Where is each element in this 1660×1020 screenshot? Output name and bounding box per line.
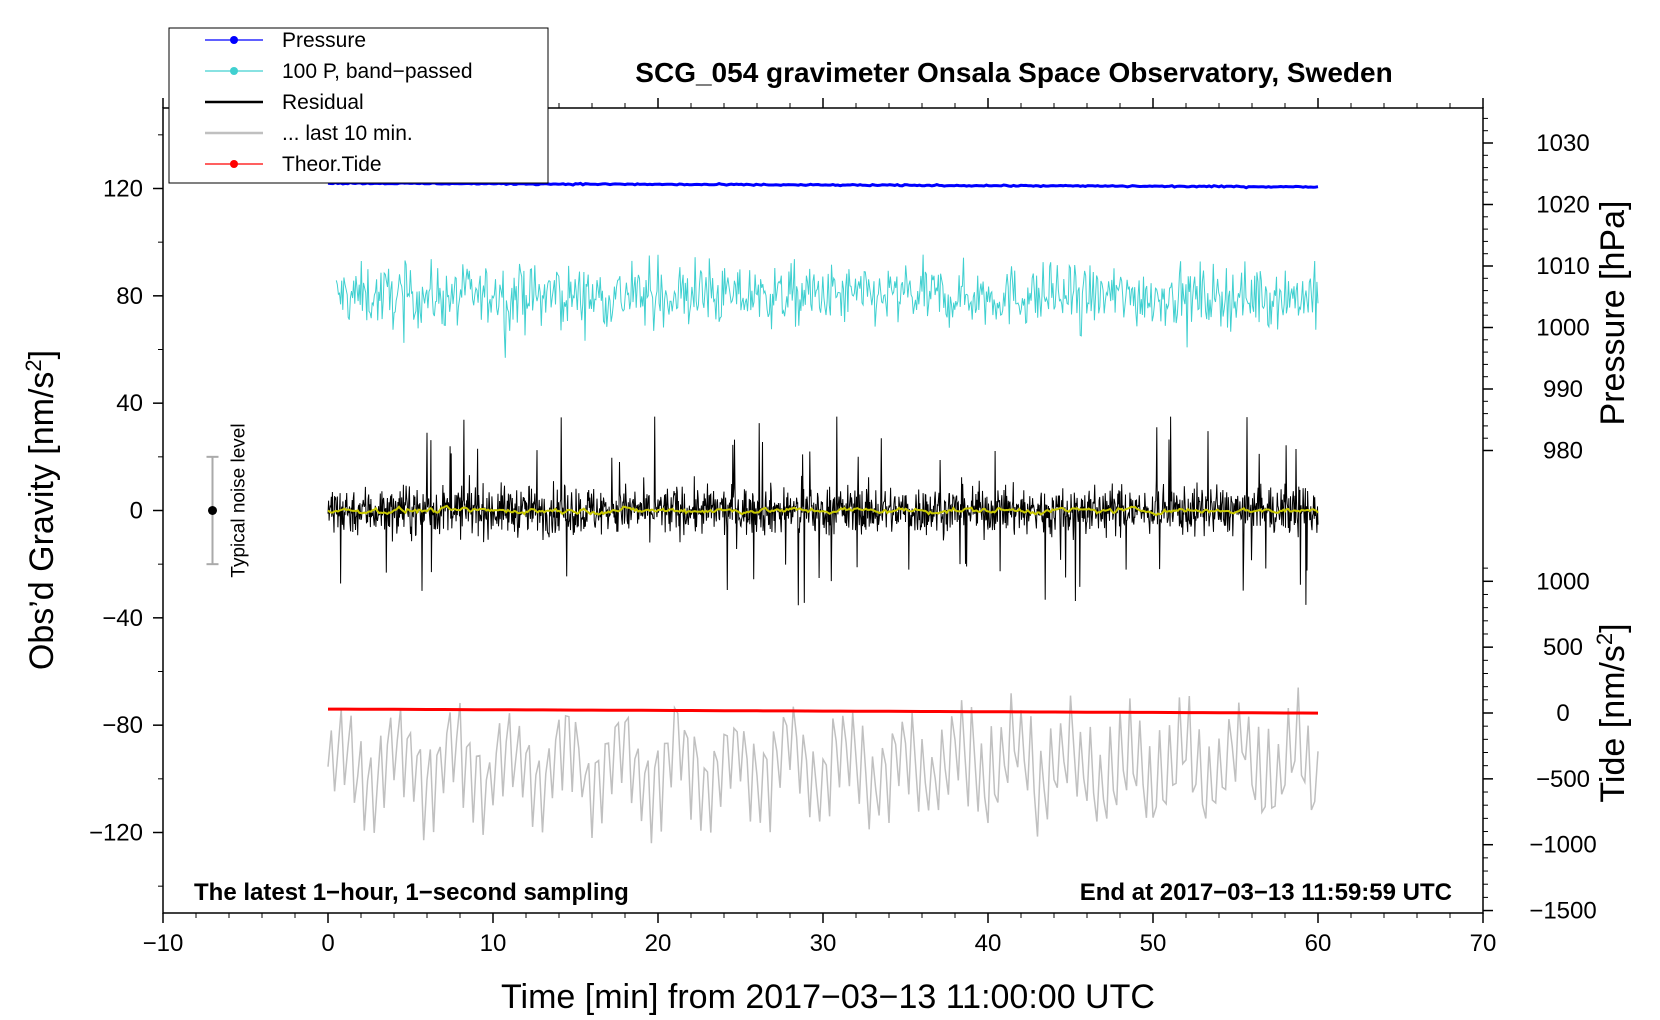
legend-item: 100 P, band−passed <box>205 60 473 83</box>
tide-tick-label: −500 <box>1536 766 1590 793</box>
legend-label: Theor.Tide <box>282 153 382 176</box>
x-axis-title: Time [min] from 2017−03−13 11:00:00 UTC <box>501 978 1155 1016</box>
series-layer <box>327 180 1319 844</box>
legend-item: ... last 10 min. <box>205 122 413 145</box>
x-tick-label: 50 <box>1140 930 1167 957</box>
noise-bar-point <box>208 506 217 515</box>
x-tick-label: 60 <box>1305 930 1332 957</box>
series-residual-line <box>327 416 1319 606</box>
pressure-tick-label: 1020 <box>1536 192 1589 219</box>
y-axis-title-tide-sup: 2 <box>1592 633 1617 645</box>
x-tick-label: 20 <box>645 930 672 957</box>
series-smoothed-line <box>327 504 1319 517</box>
series-last10-line <box>327 687 1319 844</box>
tide-tick-label: 0 <box>1556 700 1569 727</box>
tide-tick-label: −1000 <box>1529 832 1596 859</box>
y-axis-title-tide: Tide [nm/s2] <box>1592 623 1633 802</box>
tide-tick-label: 1000 <box>1536 568 1589 595</box>
y-tick-label: 0 <box>130 498 143 525</box>
x-tick-label: 70 <box>1470 930 1497 957</box>
x-tick-label: −10 <box>143 930 184 957</box>
y-axis-title-tide-main: Tide [nm/s <box>1594 645 1632 802</box>
y-tick-label: −120 <box>89 820 143 847</box>
x-tick-label: 40 <box>975 930 1002 957</box>
legend-label: Residual <box>282 91 364 114</box>
note-left: The latest 1−hour, 1−second sampling <box>194 879 629 906</box>
tick-layer: −10 0 10 20 30 40 50 60 7012080400−40−80−1201030… <box>89 98 1597 957</box>
pressure-tick-label: 1010 <box>1536 253 1589 280</box>
y-tick-label: −40 <box>102 605 143 632</box>
x-tick-label: 30 <box>810 930 837 957</box>
y-axis-title-left-main: Obs’d Gravity [nm/s <box>23 372 61 671</box>
x-tick-label: 0 <box>321 930 334 957</box>
y-tick-label: 40 <box>116 390 143 417</box>
legend-swatch-marker <box>230 36 238 44</box>
y-axis-title-pressure: Pressure [hPa] <box>1594 201 1632 426</box>
note-right: End at 2017−03−13 11:59:59 UTC <box>1080 879 1452 906</box>
x-tick-label: 10 <box>480 930 507 957</box>
pressure-tick-label: 1030 <box>1536 130 1589 157</box>
legend-label: Pressure <box>282 29 366 52</box>
pressure-tick-label: 1000 <box>1536 315 1589 342</box>
legend-box <box>168 27 549 184</box>
series-bandpassed-line <box>335 254 1319 358</box>
legend-item: Residual <box>205 91 364 114</box>
legend-label: ... last 10 min. <box>282 122 413 145</box>
y-axis-title-left-end: ] <box>23 350 61 359</box>
pressure-tick-label: 990 <box>1543 376 1583 403</box>
noise-level-indicator: Typical noise level <box>206 423 250 578</box>
legend-item: Theor.Tide <box>205 153 382 176</box>
legend-swatch-marker <box>230 160 238 168</box>
pressure-tick-label: 980 <box>1543 438 1583 465</box>
legend-item: Pressure <box>205 29 366 52</box>
y-tick-label: 80 <box>116 283 143 310</box>
y-axis-title-left-sup: 2 <box>21 359 46 371</box>
y-tick-label: 120 <box>103 176 143 203</box>
legend: Pressure 100 P, band−passed Residual ... la… <box>168 27 549 184</box>
legend-label: 100 P, band−passed <box>282 60 473 83</box>
legend-swatch-marker <box>230 67 238 75</box>
tide-tick-label: −1500 <box>1529 898 1596 925</box>
y-tick-label: −80 <box>102 712 143 739</box>
tide-tick-label: 500 <box>1543 634 1583 661</box>
series-tide-line <box>328 707 1319 715</box>
noise-label: Typical noise level <box>229 423 250 577</box>
y-axis-title-left: Obs’d Gravity [nm/s2] <box>21 350 62 670</box>
chart-title: SCG_054 gravimeter Onsala Space Observat… <box>635 57 1392 88</box>
y-axis-title-tide-end: ] <box>1594 623 1632 632</box>
series-pressure-line <box>327 180 1319 190</box>
